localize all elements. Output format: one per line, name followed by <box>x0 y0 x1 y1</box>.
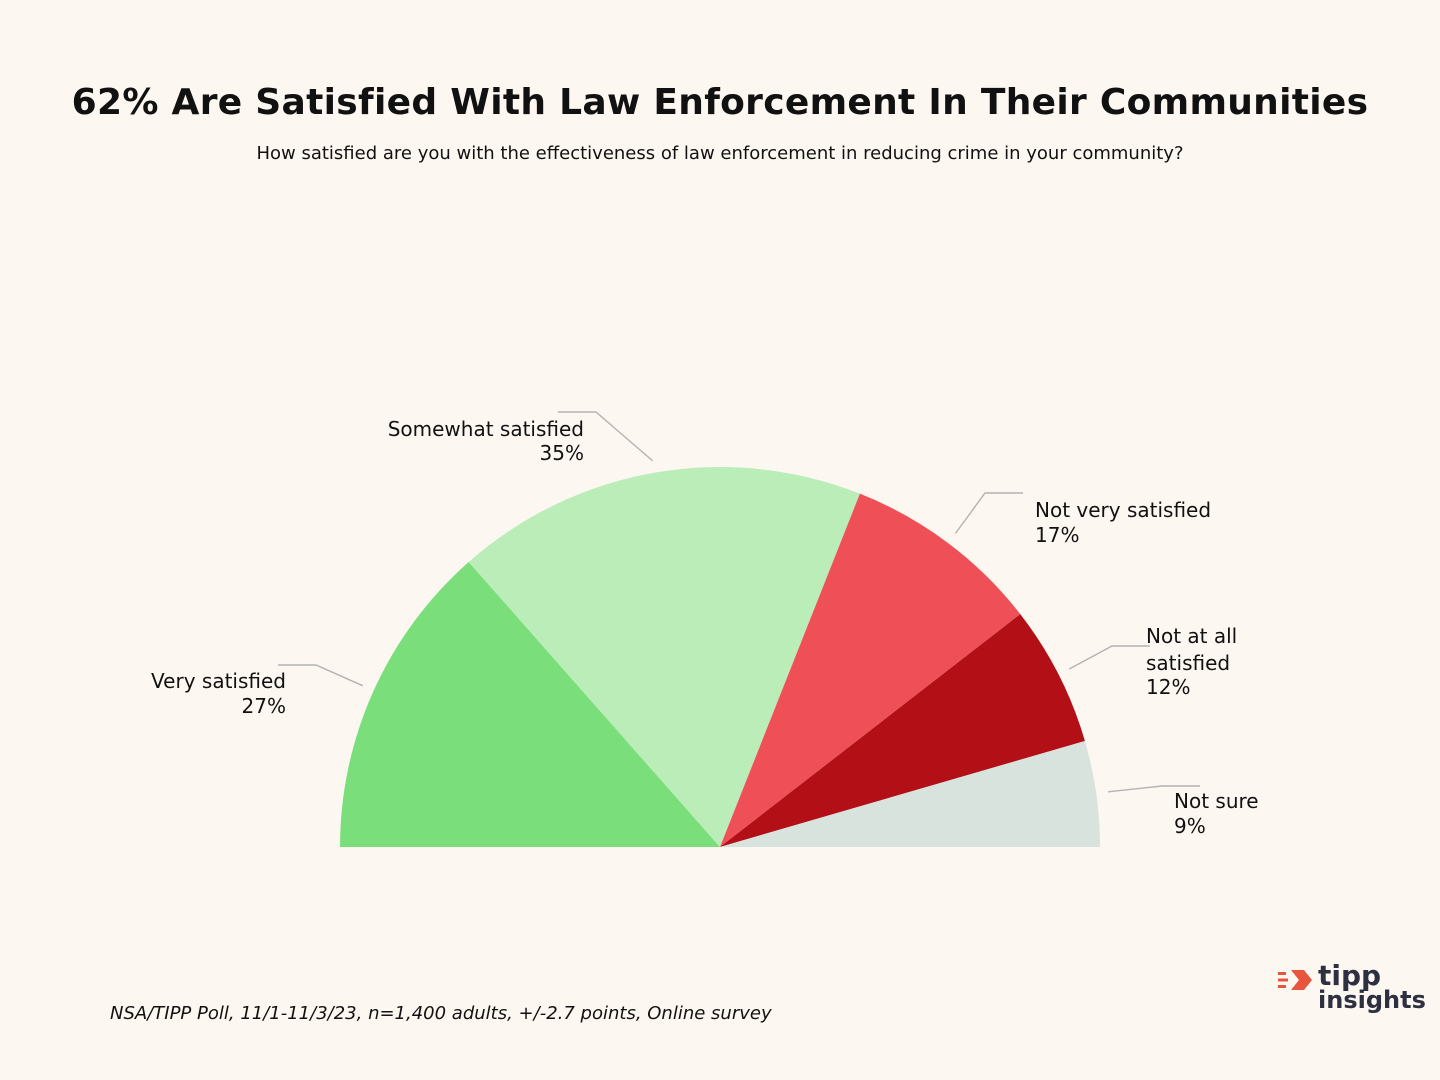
slice-not-very-satisfied <box>720 493 1021 847</box>
chart-title: 62% Are Satisfied With Law Enforcement I… <box>71 82 1369 123</box>
label-value-very-satisfied: 27% <box>242 694 286 718</box>
label-category-not-very-satisfied: Not very satisfied <box>1035 498 1211 522</box>
label-value-not-sure: 9% <box>1174 814 1206 838</box>
logo-arrow-icon <box>1278 970 1312 990</box>
slice-not-at-all-satisfied <box>720 614 1085 847</box>
leader-line-not-sure <box>1108 785 1200 793</box>
slice-somewhat-satisfied <box>468 466 860 847</box>
leader-line-not-very-satisfied <box>954 492 1023 534</box>
label-value-not-at-all-satisfied: 12% <box>1146 675 1190 699</box>
label-category-somewhat-satisfied: Somewhat satisfied <box>388 417 584 441</box>
leader-line-not-at-all-satisfied <box>1068 645 1150 670</box>
slice-not-sure <box>720 740 1101 847</box>
logo-text-tipp: tipp <box>1318 959 1382 992</box>
leader-line-somewhat-satisfied <box>558 411 654 462</box>
slice-very-satisfied <box>340 561 720 847</box>
label-category-not-at-all-satisfied: Not at all satisfied <box>1146 624 1244 675</box>
tipp-insights-logo: tipp insights <box>1278 960 1428 1020</box>
label-value-somewhat-satisfied: 35% <box>540 441 584 465</box>
source-note: NSA/TIPP Poll, 11/1-11/3/23, n=1,400 adu… <box>110 1003 772 1024</box>
leader-line-very-satisfied <box>278 664 363 687</box>
label-value-not-very-satisfied: 17% <box>1035 523 1079 547</box>
label-category-very-satisfied: Very satisfied <box>151 669 286 693</box>
logo-text-insights: insights <box>1318 986 1426 1014</box>
chart-subtitle: How satisfied are you with the effective… <box>256 143 1184 164</box>
label-category-not-sure: Not sure <box>1174 789 1259 813</box>
